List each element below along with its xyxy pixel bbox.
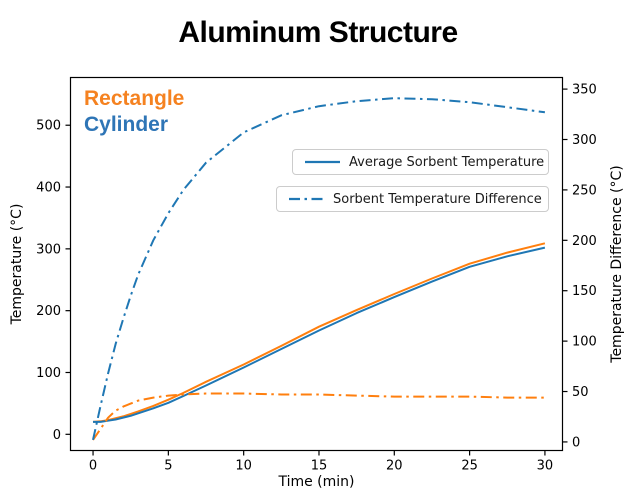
right-tick-label: 350 [572, 83, 597, 98]
left-tick-label: 200 [36, 304, 61, 319]
x-tick-label: 0 [89, 459, 97, 474]
series-line-1 [93, 246, 546, 423]
legend-average-sorbent-temperature: Average Sorbent Temperature [292, 149, 549, 175]
right-tick-label: 50 [572, 385, 589, 400]
chart-title: Aluminum Structure [178, 16, 458, 49]
annotation-rectangle: Rectangle [84, 87, 185, 110]
legend-label-average: Average Sorbent Temperature [349, 154, 545, 170]
dashdot-line-sample-icon [289, 197, 324, 201]
right-tick-label: 0 [572, 435, 580, 450]
left-tick-label: 100 [36, 366, 61, 381]
x-tick-label: 10 [235, 459, 252, 474]
plot-border [69, 76, 564, 452]
legend-sorbent-temperature-difference: Sorbent Temperature Difference [276, 186, 549, 212]
right-tick-label: 100 [572, 335, 597, 350]
right-tick-label: 200 [572, 234, 597, 249]
left-tick-label: 400 [36, 181, 61, 196]
annotation-cylinder: Cylinder [84, 113, 169, 136]
left-y-axis-label: Temperature (°C) [9, 203, 25, 325]
legend-label-difference: Sorbent Temperature Difference [333, 191, 542, 207]
left-tick-label: 0 [53, 428, 61, 443]
left-tick-label: 500 [36, 119, 61, 134]
x-tick-label: 5 [164, 459, 172, 474]
solid-line-sample-icon [305, 160, 340, 164]
right-y-axis-label: Temperature Difference (°C) [609, 165, 625, 363]
series-line-0 [92, 242, 546, 423]
x-tick-label: 20 [386, 459, 403, 474]
x-axis-label: Time (min) [278, 474, 355, 490]
right-tick-label: 300 [572, 133, 597, 148]
series-line-2 [92, 392, 545, 441]
right-tick-label: 250 [572, 183, 597, 198]
left-tick-label: 300 [36, 242, 61, 257]
x-tick-label: 30 [537, 459, 554, 474]
x-tick-label: 15 [311, 459, 328, 474]
right-tick-label: 150 [572, 284, 597, 299]
x-tick-label: 25 [461, 459, 478, 474]
